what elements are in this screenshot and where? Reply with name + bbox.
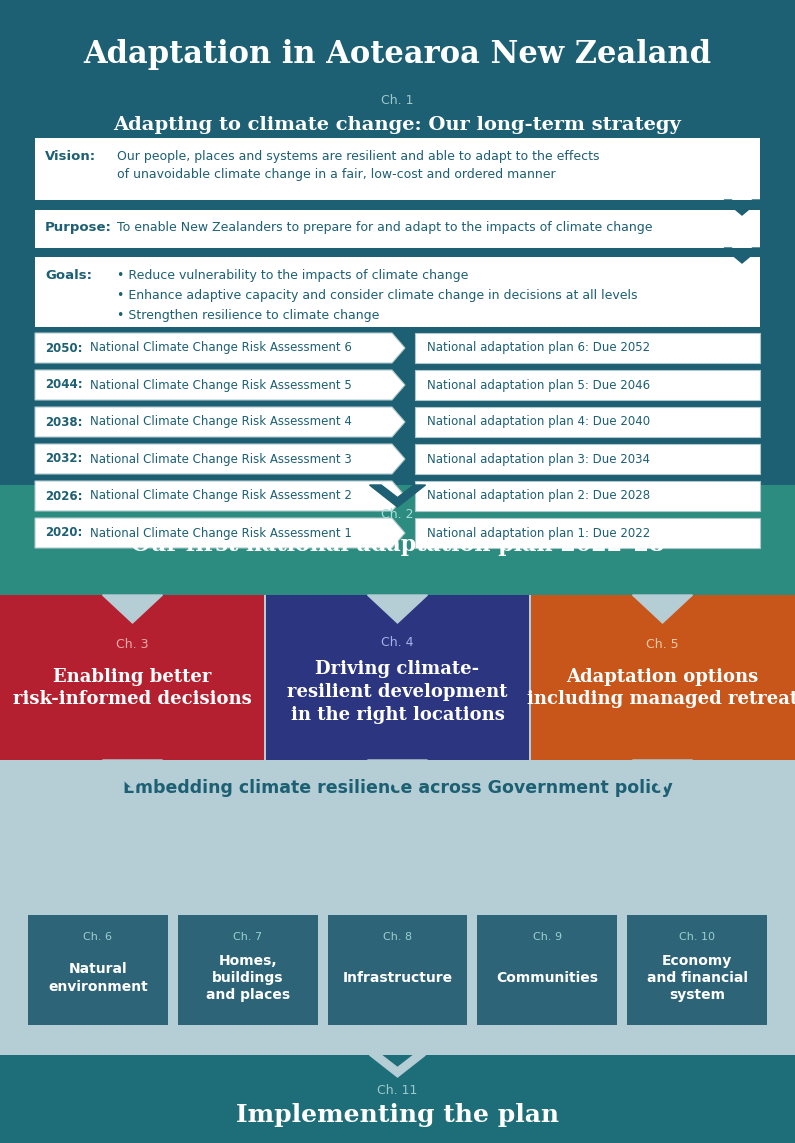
- Bar: [264, 596, 266, 760]
- Text: National adaptation plan 4: Due 2040: National adaptation plan 4: Due 2040: [427, 416, 650, 429]
- Text: Homes,
buildings
and places: Homes, buildings and places: [206, 953, 289, 1002]
- Text: Ch. 2: Ch. 2: [382, 509, 413, 521]
- Bar: [28, 916, 168, 1025]
- Bar: [328, 916, 467, 1025]
- Polygon shape: [35, 370, 405, 400]
- Polygon shape: [35, 518, 405, 547]
- Text: Adapting to climate change: Our long-term strategy: Adapting to climate change: Our long-ter…: [114, 115, 681, 134]
- Bar: [0, 1055, 795, 1143]
- Bar: [530, 596, 795, 760]
- Bar: [415, 333, 760, 363]
- Bar: [35, 257, 760, 327]
- Bar: [35, 210, 760, 248]
- Text: • Reduce vulnerability to the impacts of climate change: • Reduce vulnerability to the impacts of…: [117, 269, 468, 282]
- Bar: [478, 916, 617, 1025]
- Text: National Climate Change Risk Assessment 4: National Climate Change Risk Assessment …: [90, 416, 352, 429]
- Polygon shape: [633, 596, 692, 623]
- Text: National adaptation plan 5: Due 2046: National adaptation plan 5: Due 2046: [427, 378, 650, 392]
- Text: 2038:: 2038:: [45, 416, 83, 429]
- Bar: [415, 443, 760, 474]
- Text: Our first national adaptation plan 2022–28: Our first national adaptation plan 2022–…: [130, 534, 665, 555]
- Text: Ch. 7: Ch. 7: [233, 932, 262, 942]
- Text: 2044:: 2044:: [45, 378, 83, 392]
- Text: National adaptation plan 6: Due 2052: National adaptation plan 6: Due 2052: [427, 342, 650, 354]
- Polygon shape: [370, 485, 425, 507]
- Text: Ch. 4: Ch. 4: [382, 636, 413, 648]
- Polygon shape: [367, 760, 428, 788]
- Text: To enable New Zealanders to prepare for and adapt to the impacts of climate chan: To enable New Zealanders to prepare for …: [117, 221, 653, 234]
- Text: Ch. 3: Ch. 3: [116, 639, 149, 652]
- Text: • Strengthen resilience to climate change: • Strengthen resilience to climate chang…: [117, 309, 379, 322]
- Bar: [415, 370, 760, 400]
- Text: National Climate Change Risk Assessment 1: National Climate Change Risk Assessment …: [90, 527, 352, 539]
- Text: Infrastructure: Infrastructure: [343, 972, 452, 985]
- Polygon shape: [724, 200, 760, 215]
- Bar: [35, 138, 760, 200]
- Text: Adaptation options
including managed retreat: Adaptation options including managed ret…: [527, 668, 795, 709]
- Text: Enabling better
risk-informed decisions: Enabling better risk-informed decisions: [14, 668, 252, 709]
- Text: National adaptation plan 2: Due 2028: National adaptation plan 2: Due 2028: [427, 489, 650, 503]
- Text: Purpose:: Purpose:: [45, 221, 112, 234]
- Text: National Climate Change Risk Assessment 6: National Climate Change Risk Assessment …: [90, 342, 352, 354]
- Text: Ch. 6: Ch. 6: [83, 932, 112, 942]
- Bar: [265, 596, 530, 760]
- Polygon shape: [103, 596, 162, 623]
- Bar: [178, 916, 317, 1025]
- Polygon shape: [370, 596, 425, 617]
- Text: Natural
environment: Natural environment: [48, 962, 148, 993]
- Text: Driving climate-
resilient development
in the right locations: Driving climate- resilient development i…: [287, 661, 508, 724]
- Text: Ch. 9: Ch. 9: [533, 932, 562, 942]
- Text: Vision:: Vision:: [45, 150, 96, 163]
- Polygon shape: [724, 248, 760, 263]
- Bar: [415, 481, 760, 511]
- Text: Adaptation in Aotearoa New Zealand: Adaptation in Aotearoa New Zealand: [83, 40, 712, 71]
- Text: 2032:: 2032:: [45, 453, 83, 465]
- Text: Ch. 8: Ch. 8: [383, 932, 412, 942]
- Text: Communities: Communities: [496, 972, 599, 985]
- Text: Ch. 1: Ch. 1: [382, 94, 413, 106]
- Text: Ch. 5: Ch. 5: [646, 639, 679, 652]
- Polygon shape: [103, 760, 162, 788]
- Text: National adaptation plan 3: Due 2034: National adaptation plan 3: Due 2034: [427, 453, 650, 465]
- Text: National Climate Change Risk Assessment 5: National Climate Change Risk Assessment …: [90, 378, 351, 392]
- Polygon shape: [633, 760, 692, 788]
- Bar: [627, 916, 767, 1025]
- Text: 2026:: 2026:: [45, 489, 83, 503]
- Text: Embedding climate resilience across Government policy: Embedding climate resilience across Gove…: [122, 780, 673, 797]
- Text: National adaptation plan 1: Due 2022: National adaptation plan 1: Due 2022: [427, 527, 650, 539]
- Text: Implementing the plan: Implementing the plan: [236, 1103, 559, 1127]
- Text: National Climate Change Risk Assessment 3: National Climate Change Risk Assessment …: [90, 453, 351, 465]
- Bar: [0, 485, 795, 596]
- Polygon shape: [35, 481, 405, 511]
- Bar: [529, 596, 531, 760]
- Text: Our people, places and systems are resilient and able to adapt to the effects
of: Our people, places and systems are resil…: [117, 150, 599, 181]
- Text: Ch. 10: Ch. 10: [679, 932, 715, 942]
- Polygon shape: [35, 333, 405, 363]
- Bar: [0, 596, 265, 760]
- Text: Ch. 11: Ch. 11: [378, 1085, 417, 1097]
- Polygon shape: [35, 407, 405, 437]
- Text: National Climate Change Risk Assessment 2: National Climate Change Risk Assessment …: [90, 489, 352, 503]
- Polygon shape: [370, 1055, 425, 1077]
- Polygon shape: [35, 443, 405, 474]
- Bar: [0, 596, 795, 1055]
- Text: 2050:: 2050:: [45, 342, 83, 354]
- Polygon shape: [367, 596, 428, 623]
- Text: • Enhance adaptive capacity and consider climate change in decisions at all leve: • Enhance adaptive capacity and consider…: [117, 289, 638, 302]
- Text: Goals:: Goals:: [45, 269, 92, 282]
- Text: Economy
and financial
system: Economy and financial system: [646, 953, 747, 1002]
- Bar: [415, 407, 760, 437]
- Bar: [415, 518, 760, 547]
- Text: 2020:: 2020:: [45, 527, 83, 539]
